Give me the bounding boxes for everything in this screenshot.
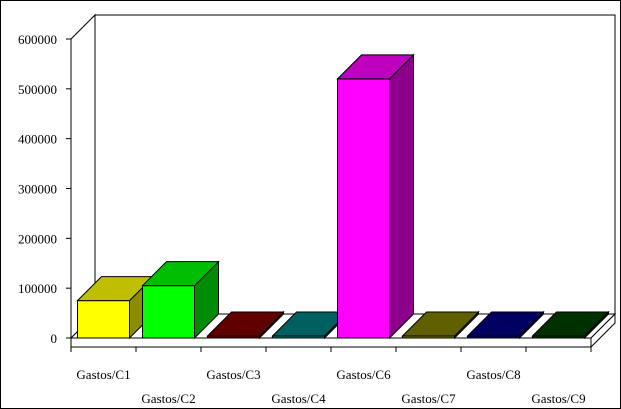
x-category-label: Gastos/C6 [336,367,391,382]
x-category-label: Gastos/C3 [206,367,260,382]
y-tick-label: 400000 [18,132,57,147]
bar-top [141,261,220,287]
x-category-label: Gastos/C8 [466,367,520,382]
bar-top [336,54,415,80]
x-category-label: Gastos/C7 [401,391,456,406]
base-side [590,312,616,349]
y-tick-label: 500000 [18,82,57,97]
bar-top [401,311,480,337]
bar-front [337,78,390,339]
bar-top [466,311,545,337]
y-tick-label: 300000 [18,182,57,197]
y-tick-label: 100000 [18,281,57,296]
y-tick-label: 600000 [18,32,57,47]
base-front [70,337,592,348]
bar-front [77,300,130,339]
bar-top [531,311,610,337]
x-category-label: Gastos/C2 [141,391,195,406]
y-tick-label: 0 [51,331,58,346]
x-category-label: Gastos/C1 [76,367,130,382]
x-category-label: Gastos/C4 [271,391,326,406]
bar-front [142,285,195,339]
y-tick-label: 200000 [18,231,57,246]
bar-side [389,53,414,340]
x-category-label: Gastos/C9 [531,391,585,406]
bar-top [206,311,285,337]
